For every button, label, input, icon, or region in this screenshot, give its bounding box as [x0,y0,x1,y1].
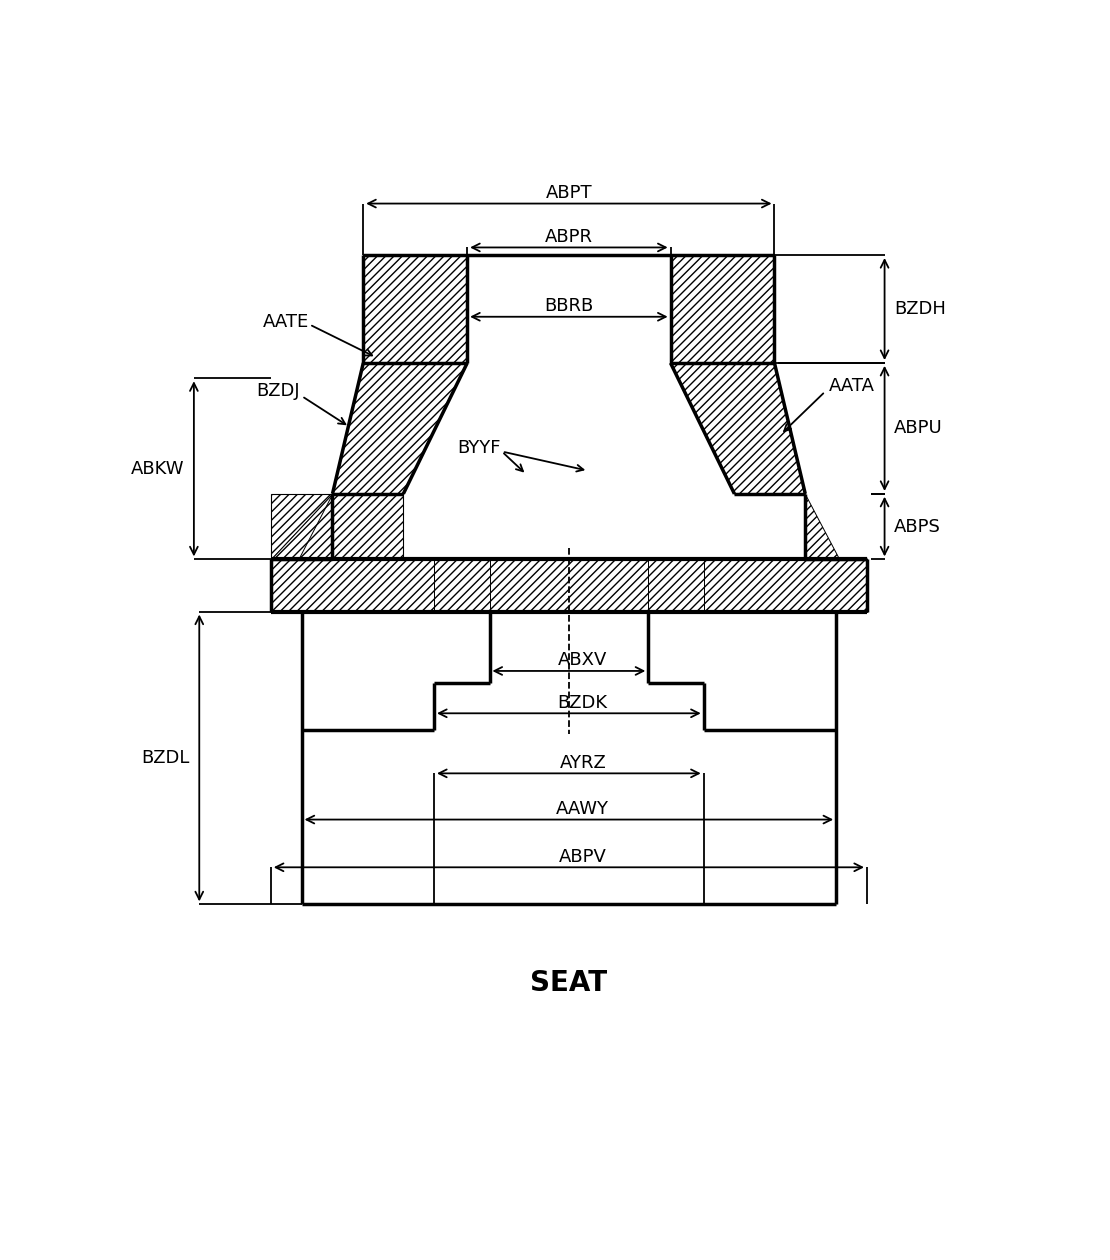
Polygon shape [363,256,467,363]
Text: ABXV: ABXV [558,651,607,669]
Polygon shape [333,363,467,494]
Polygon shape [704,559,867,611]
Text: BYYF: BYYF [457,438,501,456]
Polygon shape [271,494,333,559]
Text: AATA: AATA [828,377,875,396]
Polygon shape [271,494,333,611]
Polygon shape [648,559,704,611]
Text: ABKW: ABKW [131,460,184,478]
Polygon shape [271,494,333,611]
Text: BZDL: BZDL [142,748,190,767]
Text: ABPT: ABPT [545,184,593,202]
Text: AYRZ: AYRZ [559,753,606,771]
Text: BZDJ: BZDJ [255,383,300,401]
Text: ABPS: ABPS [894,518,940,536]
Text: ABPV: ABPV [558,848,607,866]
Text: ABPR: ABPR [545,228,593,246]
Polygon shape [670,256,775,363]
Polygon shape [670,363,805,494]
Polygon shape [363,256,467,363]
Text: BZDH: BZDH [894,300,946,318]
Polygon shape [271,494,403,611]
Polygon shape [805,494,867,611]
Polygon shape [271,494,333,611]
Polygon shape [490,559,648,611]
Text: BBRB: BBRB [544,297,594,315]
Text: BZDK: BZDK [557,693,608,712]
Text: AATE: AATE [263,314,310,331]
Polygon shape [670,256,775,363]
Polygon shape [333,363,467,494]
Polygon shape [271,559,434,611]
Text: ABPU: ABPU [894,420,942,437]
Text: SEAT: SEAT [531,969,607,997]
Polygon shape [434,559,490,611]
Text: AAWY: AAWY [556,800,609,818]
Polygon shape [670,363,805,494]
Polygon shape [271,494,333,611]
